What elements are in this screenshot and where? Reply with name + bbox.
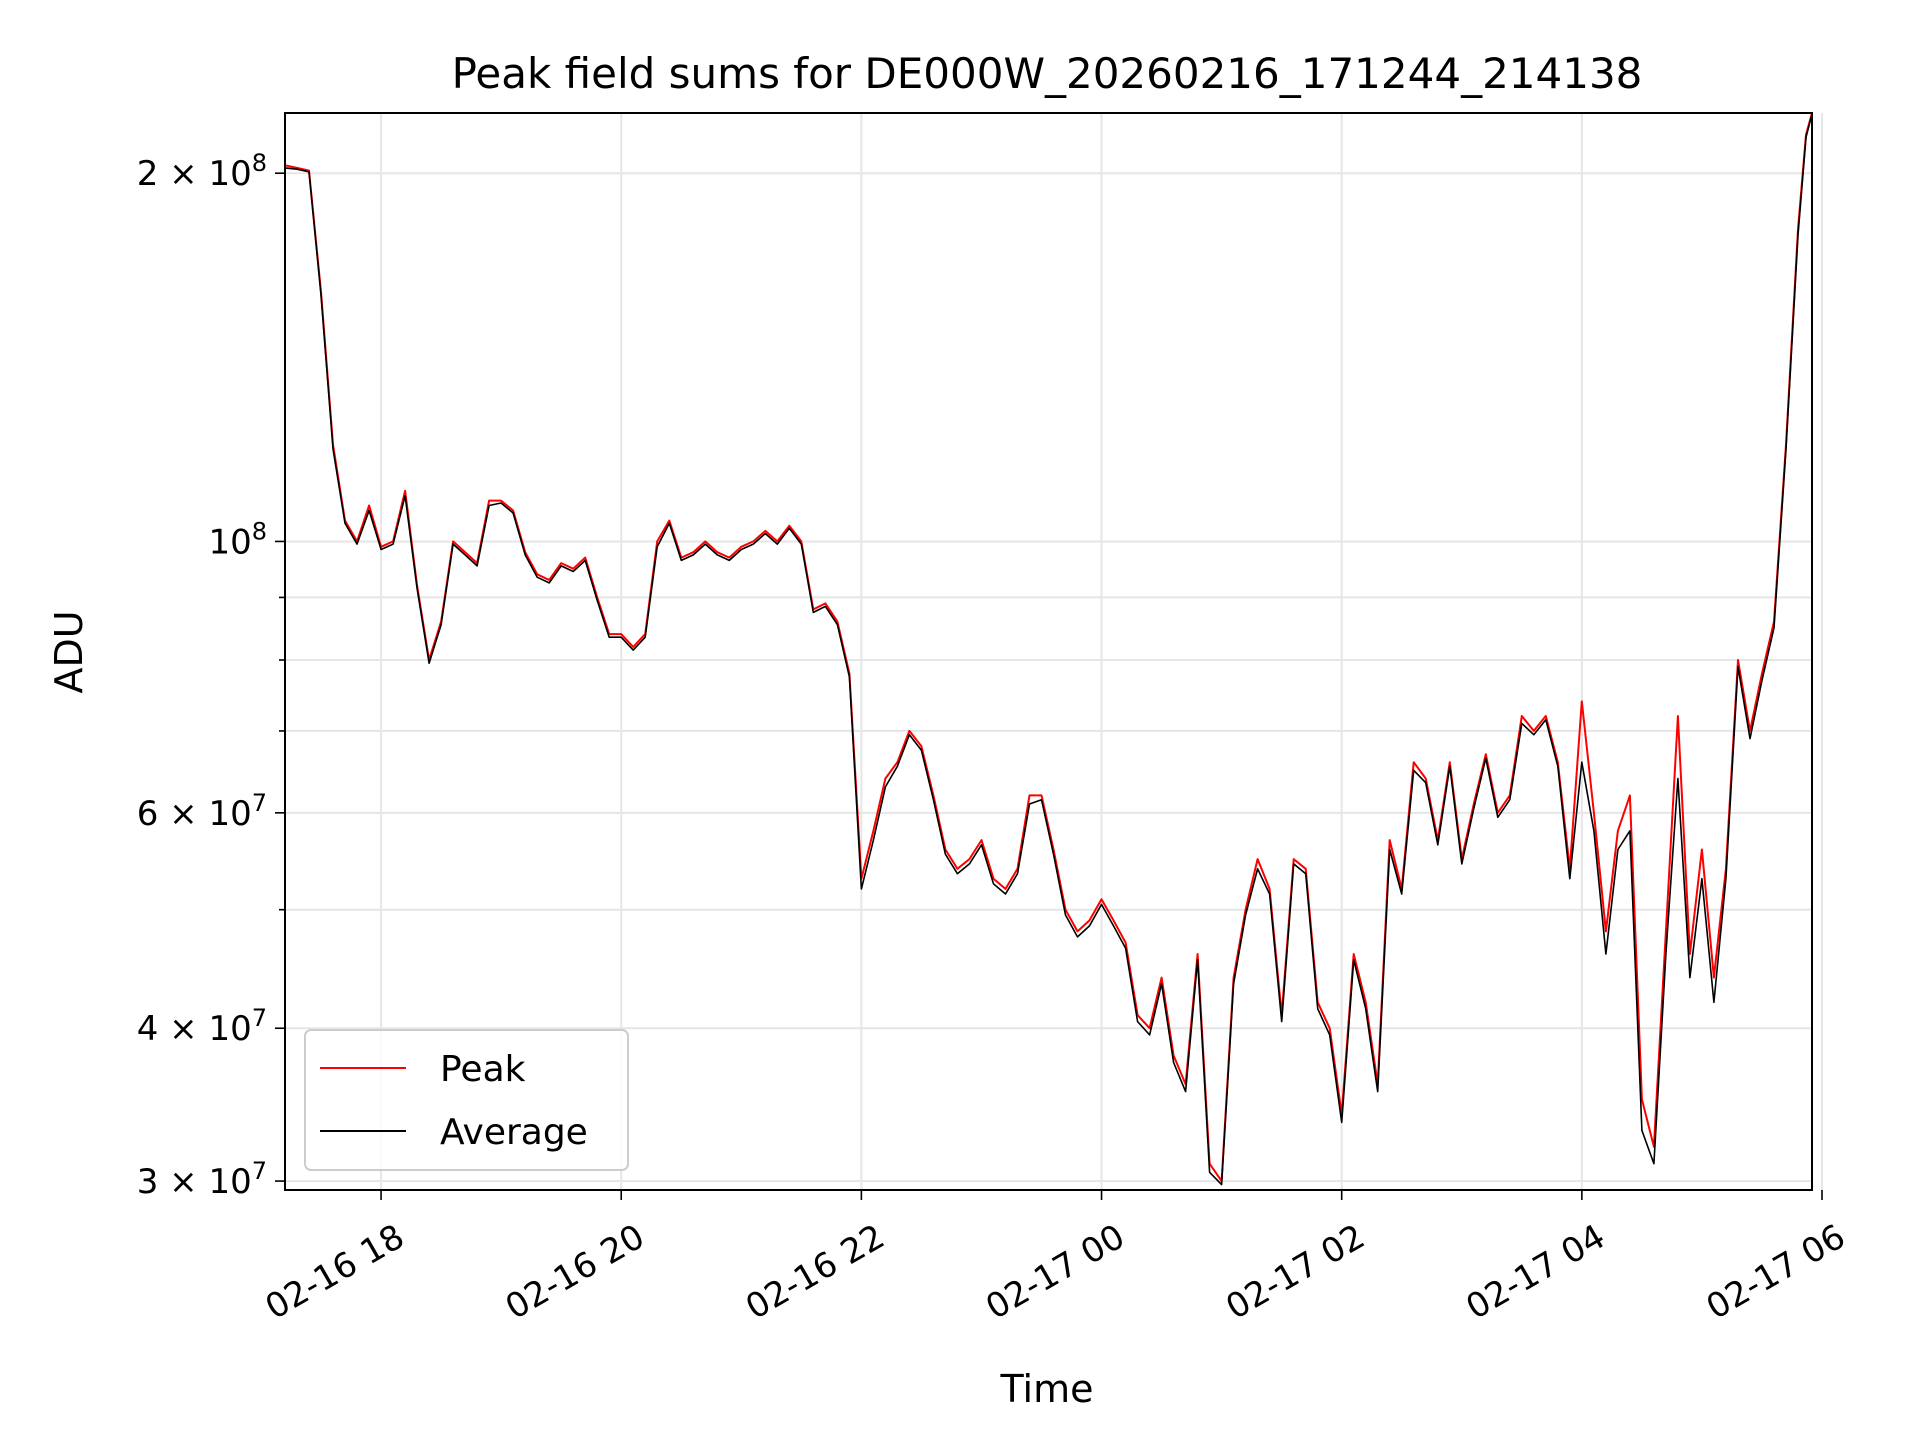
series-layer	[284, 112, 1813, 1186]
plot-frame	[284, 112, 1813, 1191]
chart-title: Peak field sums for DE000W_20260216_1712…	[452, 49, 1643, 98]
average-series-line	[284, 113, 1813, 1186]
y-tick-label: 108	[208, 517, 267, 562]
peak-series-line	[284, 112, 1813, 1183]
y-gridlines	[285, 172, 1812, 1183]
y-tick-label: 6 × 107	[137, 789, 267, 834]
y-axis-ticks: 3 × 107 4 × 107 6 × 107 108 2 × 108	[137, 149, 285, 1202]
legend: Peak Average	[304, 1029, 629, 1171]
legend-box	[304, 1029, 629, 1171]
legend-average-label: Average	[440, 1112, 588, 1153]
y-tick-label: 4 × 107	[137, 1004, 267, 1049]
x-axis-label: Time	[1000, 1367, 1094, 1411]
x-gridlines	[380, 113, 1824, 1190]
legend-peak-label: Peak	[440, 1049, 526, 1090]
y-axis-label: ADU	[47, 610, 91, 693]
y-tick-label: 3 × 107	[137, 1157, 267, 1202]
y-tick-label: 2 × 108	[137, 149, 267, 194]
